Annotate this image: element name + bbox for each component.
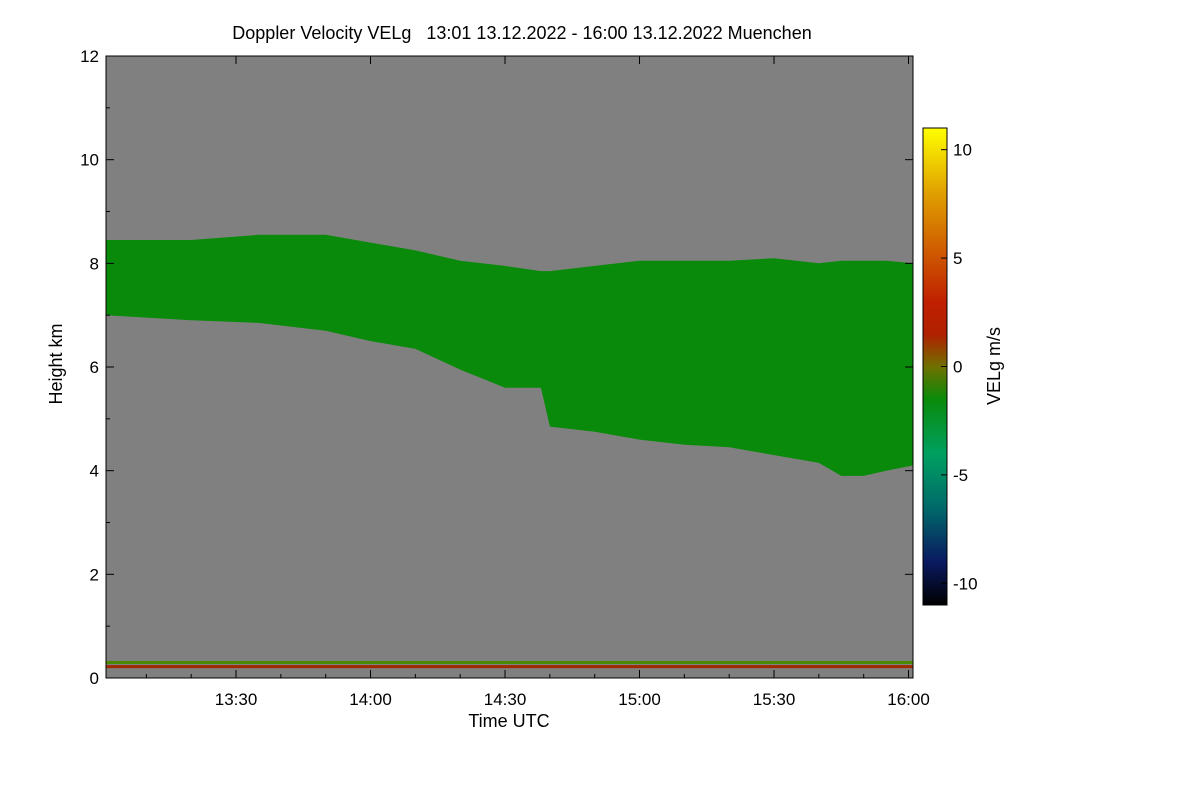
colorbar-tick-label: 0 — [953, 358, 962, 377]
y-tick-label: 6 — [90, 358, 99, 377]
x-tick-label: 13:30 — [215, 690, 258, 709]
colorbar-tick-label: -10 — [953, 574, 978, 593]
cloud-layer — [106, 234, 913, 476]
colorbar-tick-label: 5 — [953, 249, 962, 268]
y-tick-label: 12 — [80, 47, 99, 66]
y-axis: 0 2 4 6 8 10 12 — [80, 47, 913, 688]
y-tick-label: 8 — [90, 254, 99, 273]
y-axis-label: Height km — [46, 323, 66, 404]
x-tick-label: 16:00 — [887, 690, 930, 709]
x-tick-label: 15:30 — [753, 690, 796, 709]
x-tick-label: 14:30 — [484, 690, 527, 709]
chart-title: Doppler Velocity VELg 13:01 13.12.2022 -… — [232, 23, 811, 43]
x-tick-label: 14:00 — [349, 690, 392, 709]
plot-area — [105, 55, 914, 679]
near-ground-bands — [106, 660, 913, 669]
y-tick-label: 0 — [90, 669, 99, 688]
colorbar: 10 5 0 -5 -10 — [922, 127, 978, 606]
x-axis-label: Time UTC — [468, 711, 549, 731]
colorbar-tick-label: -5 — [953, 466, 968, 485]
colorbar-ticks: 10 5 0 -5 -10 — [941, 141, 978, 593]
x-tick-label: 15:00 — [618, 690, 661, 709]
x-axis: 13:30 14:00 14:30 15:00 15:30 16:00 — [145, 56, 930, 709]
colorbar-label: VELg m/s — [984, 327, 1004, 405]
y-tick-label: 10 — [80, 151, 99, 170]
y-tick-label: 2 — [90, 565, 99, 584]
colorbar-tick-label: 10 — [953, 141, 972, 160]
y-tick-label: 4 — [90, 462, 99, 481]
